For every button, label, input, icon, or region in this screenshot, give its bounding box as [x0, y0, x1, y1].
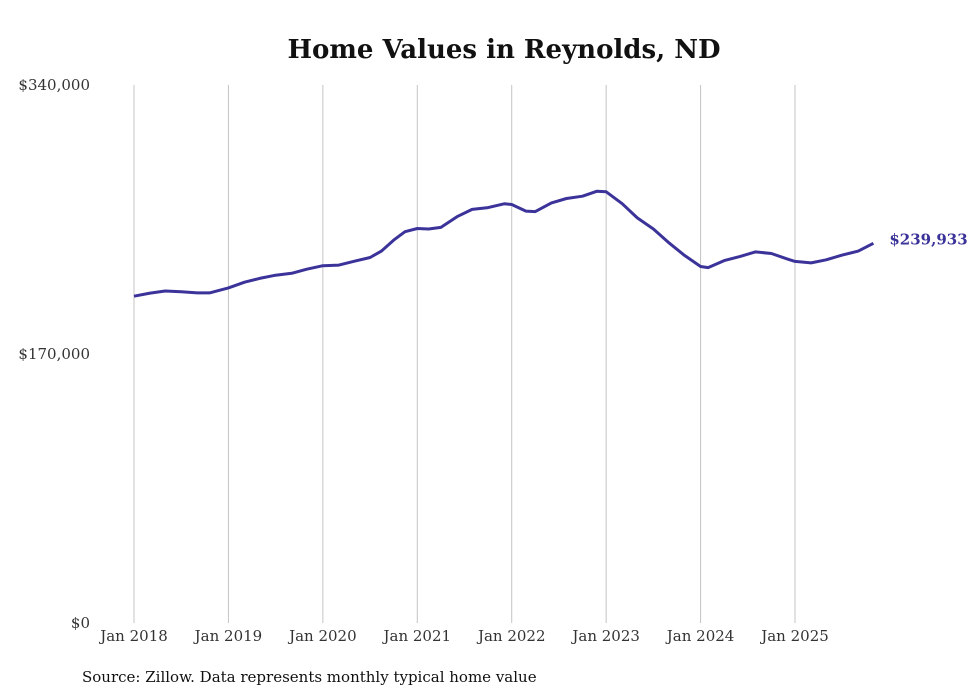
y-tick-label: $340,000	[18, 76, 90, 94]
y-tick-label: $170,000	[18, 345, 90, 363]
series-line	[133, 189, 875, 298]
x-tick-label: Jan 2025	[759, 627, 829, 645]
chart-title: Home Values in Reynolds, ND	[287, 35, 720, 65]
x-tick-label: Jan 2022	[476, 627, 546, 645]
x-tick-label: Jan 2018	[98, 627, 168, 645]
x-tick-label: Jan 2024	[665, 627, 735, 645]
end-value-label: $239,933	[889, 230, 967, 248]
x-tick-label: Jan 2020	[287, 627, 357, 645]
x-tick-label: Jan 2021	[382, 627, 452, 645]
x-tick-label: Jan 2019	[193, 627, 263, 645]
y-tick-label: $0	[71, 614, 90, 632]
x-tick-label: Jan 2023	[570, 627, 640, 645]
source-note: Source: Zillow. Data represents monthly …	[82, 668, 537, 686]
